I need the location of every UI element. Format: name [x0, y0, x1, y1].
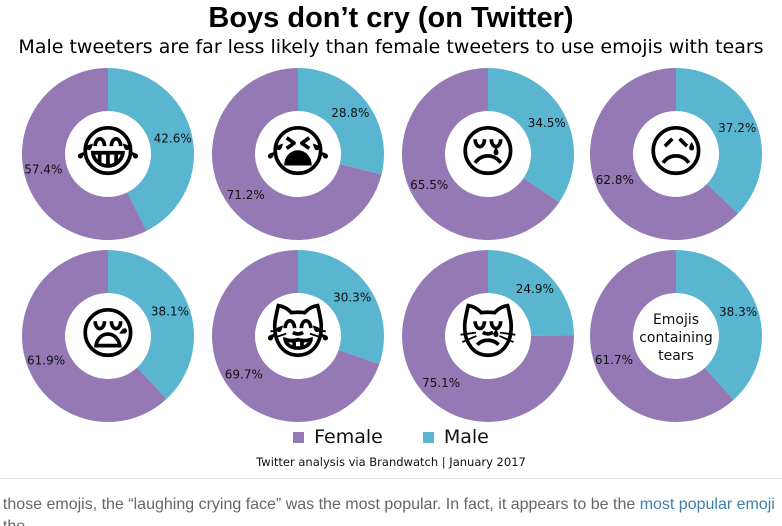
data-label-female: 61.7%: [595, 353, 633, 367]
sad-relieved-face-icon: 😥: [647, 120, 705, 185]
slice-male: [488, 68, 574, 203]
legend-item-female: Female: [293, 426, 383, 448]
data-label-female: 57.4%: [24, 162, 62, 176]
donut-chart-6: 30.3% 69.7%😹: [211, 250, 384, 422]
article-paragraph: f those emojis, the “laughing crying fac…: [0, 496, 782, 514]
data-label-male: 42.6%: [154, 132, 192, 146]
data-label-female: 75.1%: [422, 376, 460, 390]
donut-chart-3: 34.5% 65.5% 😢: [401, 68, 574, 240]
slice-female: [212, 68, 382, 240]
legend-item-male: Male: [422, 426, 489, 448]
slice-male: [298, 250, 384, 365]
data-label-male: 24.9%: [516, 282, 554, 296]
data-label-female: 62.8%: [596, 173, 634, 187]
slice-male: [676, 68, 762, 214]
data-label-male: 38.3%: [719, 305, 757, 319]
legend-label-male: Male: [443, 426, 489, 448]
data-label-male: 38.1%: [151, 305, 189, 319]
slice-male: [676, 250, 762, 400]
article-text: f those emojis, the “laughing crying fac…: [0, 496, 640, 513]
data-label-female: 71.2%: [227, 188, 265, 202]
data-label-male: 34.5%: [528, 116, 566, 130]
crying-cat-face-icon: 😿: [459, 302, 517, 367]
slice-female: [21, 250, 167, 423]
most-popular-emoji-link[interactable]: most popular emoji: [639, 496, 775, 513]
slice-female: [21, 68, 147, 240]
center-label: Emojis: [653, 312, 699, 328]
legend: Female Male: [0, 426, 782, 448]
data-label-male: 30.3%: [333, 290, 371, 304]
donut-chart-7: 24.9% 75.1% 😿: [402, 250, 574, 422]
donut-chart-2: 28.8% 71.2%😭: [212, 68, 384, 240]
data-label-female: 61.9%: [27, 353, 65, 367]
slice-male: [488, 250, 574, 336]
donut-chart-5: 38.1% 61.9% 😪: [21, 250, 194, 423]
center-label: tears: [658, 348, 694, 364]
crying-face-icon: 😢: [459, 120, 517, 185]
slice-male: [108, 250, 194, 400]
cat-with-tears-of-joy-icon: 😹: [265, 302, 330, 367]
donut-chart-8: 38.3% 61.7% Emojis containing tears: [590, 250, 762, 422]
legend-swatch-female: [293, 431, 305, 443]
face-with-tears-of-joy-icon: 😂: [75, 120, 140, 185]
slice-female: [589, 68, 738, 241]
slice-female: [211, 250, 380, 422]
source-note: Twitter analysis via Brandwatch | Januar…: [256, 455, 526, 469]
data-label-female: 65.5%: [410, 178, 448, 192]
chart-subtitle: Male tweeters are far less likely than f…: [18, 36, 764, 58]
donut-chart-1: 42.6% 57.4% 😂: [21, 68, 194, 240]
slice-male: [108, 68, 194, 231]
divider: [0, 478, 782, 479]
chart-title: Boys don’t cry (on Twitter): [208, 2, 574, 34]
legend-label-female: Female: [314, 426, 383, 448]
data-label-male: 37.2%: [718, 121, 756, 135]
article-paragraph-line2: t the: [0, 518, 25, 526]
center-label: containing: [639, 330, 713, 346]
donut-chart-4: 37.2% 62.8% 😥: [589, 68, 762, 241]
slice-female: [402, 250, 574, 422]
data-label-male: 28.8%: [331, 106, 369, 120]
data-label-female: 69.7%: [225, 368, 263, 382]
slice-female: [590, 250, 734, 422]
slice-male: [298, 68, 384, 175]
sleepy-face-icon: 😪: [79, 302, 137, 367]
loudly-crying-face-icon: 😭: [265, 120, 330, 185]
slice-female: [401, 68, 560, 240]
legend-swatch-male: [422, 431, 434, 443]
